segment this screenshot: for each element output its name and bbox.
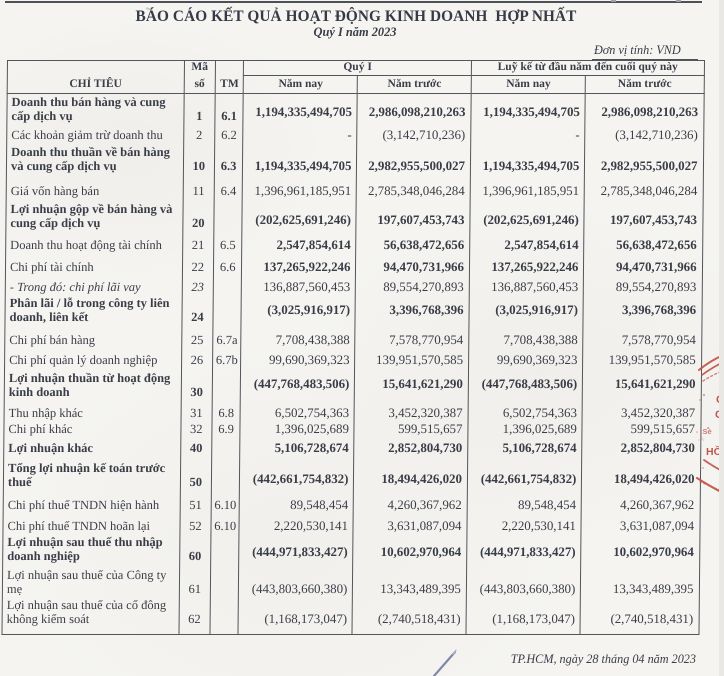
svg-text:HỒ: HỒ bbox=[706, 445, 722, 458]
svg-text::Sè: :Sè bbox=[700, 427, 712, 436]
svg-text:·°·: ·°· bbox=[698, 436, 705, 444]
